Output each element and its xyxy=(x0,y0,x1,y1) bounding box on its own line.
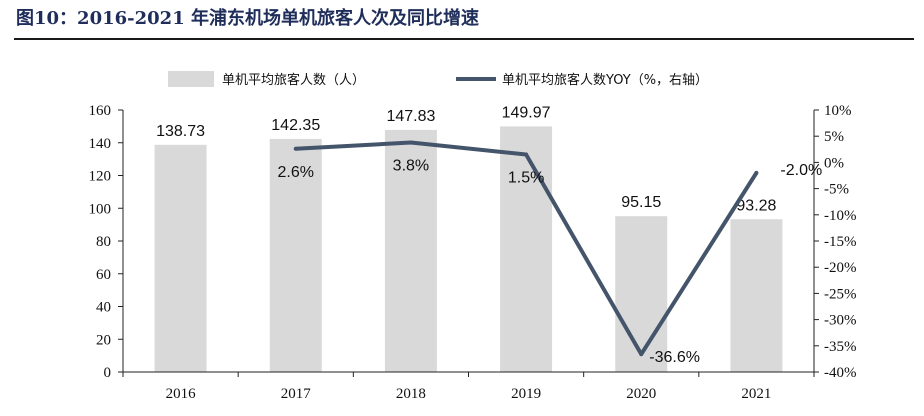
yoy-point-2018 xyxy=(408,140,413,145)
right-tick-label: 10% xyxy=(824,103,852,119)
legend-bar-swatch xyxy=(168,71,214,87)
bar-value-label: 149.97 xyxy=(502,104,551,121)
legend-line-label: 单机平均旅客人数YOY（%，右轴） xyxy=(502,72,708,88)
x-tick-label: 2019 xyxy=(511,386,541,402)
right-tick-label: -35% xyxy=(824,339,857,355)
left-tick-label: 100 xyxy=(89,201,112,217)
x-tick-label: 2021 xyxy=(741,386,771,402)
x-tick-label: 2016 xyxy=(166,386,197,402)
x-tick-label: 2020 xyxy=(626,386,656,402)
left-tick-label: 160 xyxy=(89,103,112,119)
yoy-value-label: 2.6% xyxy=(278,164,314,181)
bar-2017 xyxy=(269,138,322,372)
legend-bar-label: 单机平均旅客人数（人） xyxy=(222,72,365,88)
yoy-point-2020 xyxy=(639,352,644,357)
right-tick-label: 0% xyxy=(824,155,844,171)
bar-2021 xyxy=(730,219,783,372)
yoy-value-label: -2.0% xyxy=(780,162,822,179)
yoy-point-2019 xyxy=(524,152,529,157)
bar-value-label: 93.28 xyxy=(736,197,776,214)
right-tick-label: -15% xyxy=(824,234,857,250)
right-tick-label: -25% xyxy=(824,286,857,302)
left-tick-label: 0 xyxy=(104,365,112,381)
left-tick-label: 120 xyxy=(89,169,112,185)
title-underline xyxy=(14,38,914,40)
yoy-value-label: 3.8% xyxy=(393,157,429,174)
right-tick-label: -10% xyxy=(824,208,857,224)
left-tick-label: 40 xyxy=(96,300,111,316)
left-tick-label: 20 xyxy=(96,332,111,348)
right-tick-label: -5% xyxy=(824,182,849,198)
right-tick-label: -20% xyxy=(824,260,857,276)
bar-value-label: 142.35 xyxy=(271,117,320,134)
bar-2020 xyxy=(615,216,668,372)
x-tick-label: 2017 xyxy=(281,386,312,402)
left-tick-label: 60 xyxy=(96,267,111,283)
chart-title: 图10：2016-2021 年浦东机场单机旅客人次及同比增速 xyxy=(16,8,479,29)
x-tick-label: 2018 xyxy=(396,386,426,402)
right-tick-label: -40% xyxy=(824,365,857,381)
bar-2016 xyxy=(154,144,207,372)
yoy-point-2021 xyxy=(754,170,759,175)
bar-2018 xyxy=(384,129,437,372)
right-tick-label: -30% xyxy=(824,313,857,329)
yoy-value-label: 1.5% xyxy=(508,170,544,187)
yoy-value-label: -36.6% xyxy=(649,349,700,366)
bar-2019 xyxy=(500,126,553,372)
left-tick-label: 140 xyxy=(89,136,112,152)
bar-value-label: 95.15 xyxy=(621,194,661,211)
bar-value-label: 147.83 xyxy=(386,108,435,125)
bar-value-label: 138.73 xyxy=(156,123,205,140)
right-tick-label: 5% xyxy=(824,129,844,145)
left-tick-label: 80 xyxy=(96,234,111,250)
yoy-point-2017 xyxy=(293,146,298,151)
